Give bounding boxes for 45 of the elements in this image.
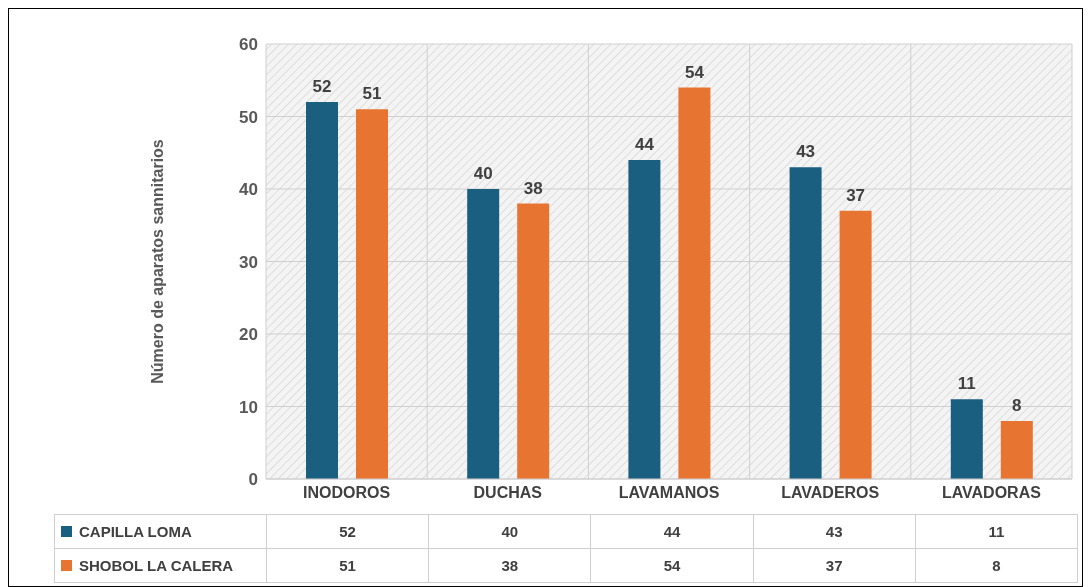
legend-label: SHOBOL LA CALERA [54, 548, 267, 583]
y-tick-label: 40 [239, 180, 258, 200]
text: 54 [590, 548, 754, 583]
data-label: 11 [957, 374, 976, 394]
data-label: 37 [846, 185, 866, 205]
x-tick-label: LAVAMANOS [618, 484, 720, 502]
text: 51 [266, 548, 429, 583]
text: 43 [753, 514, 916, 549]
data-label: 40 [473, 164, 493, 183]
text: 44 [590, 514, 754, 549]
bar [467, 189, 500, 479]
data-label: 51 [362, 84, 382, 104]
x-tick-label: LAVADEROS [781, 484, 880, 502]
legend-label: CAPILLA LOMA [54, 514, 267, 549]
y-tick-label: 50 [239, 107, 258, 127]
bar [839, 210, 872, 479]
bar [517, 203, 550, 479]
text: 11 [915, 514, 1078, 549]
data-label: 38 [523, 178, 543, 198]
y-axis-title: Número de aparatos sannitarios [148, 139, 166, 384]
y-tick-label: 0 [248, 470, 258, 490]
text: 38 [428, 548, 591, 583]
text: 40 [428, 514, 591, 549]
data-label: 52 [312, 77, 332, 96]
bar [306, 102, 338, 479]
bar [678, 87, 711, 479]
data-label: 43 [796, 142, 816, 162]
x-tick-label: INODOROS [303, 484, 391, 502]
bar [789, 167, 822, 479]
bar [628, 160, 661, 479]
x-tick-label: LAVADORAS [941, 484, 1042, 502]
y-tick-label: 20 [239, 325, 258, 345]
text: 8 [915, 548, 1078, 583]
y-tick-label: 60 [239, 35, 258, 55]
data-label: 8 [1012, 396, 1022, 415]
y-tick-label: 10 [239, 397, 258, 417]
x-tick-label: DUCHAS [473, 484, 543, 502]
data-label: 44 [634, 135, 655, 154]
text: 37 [753, 548, 916, 583]
y-tick-label: 30 [239, 252, 258, 272]
text: 52 [266, 514, 429, 549]
bar [950, 399, 983, 479]
bar [1000, 421, 1033, 479]
bar [356, 109, 388, 479]
data-label: 54 [684, 62, 705, 82]
